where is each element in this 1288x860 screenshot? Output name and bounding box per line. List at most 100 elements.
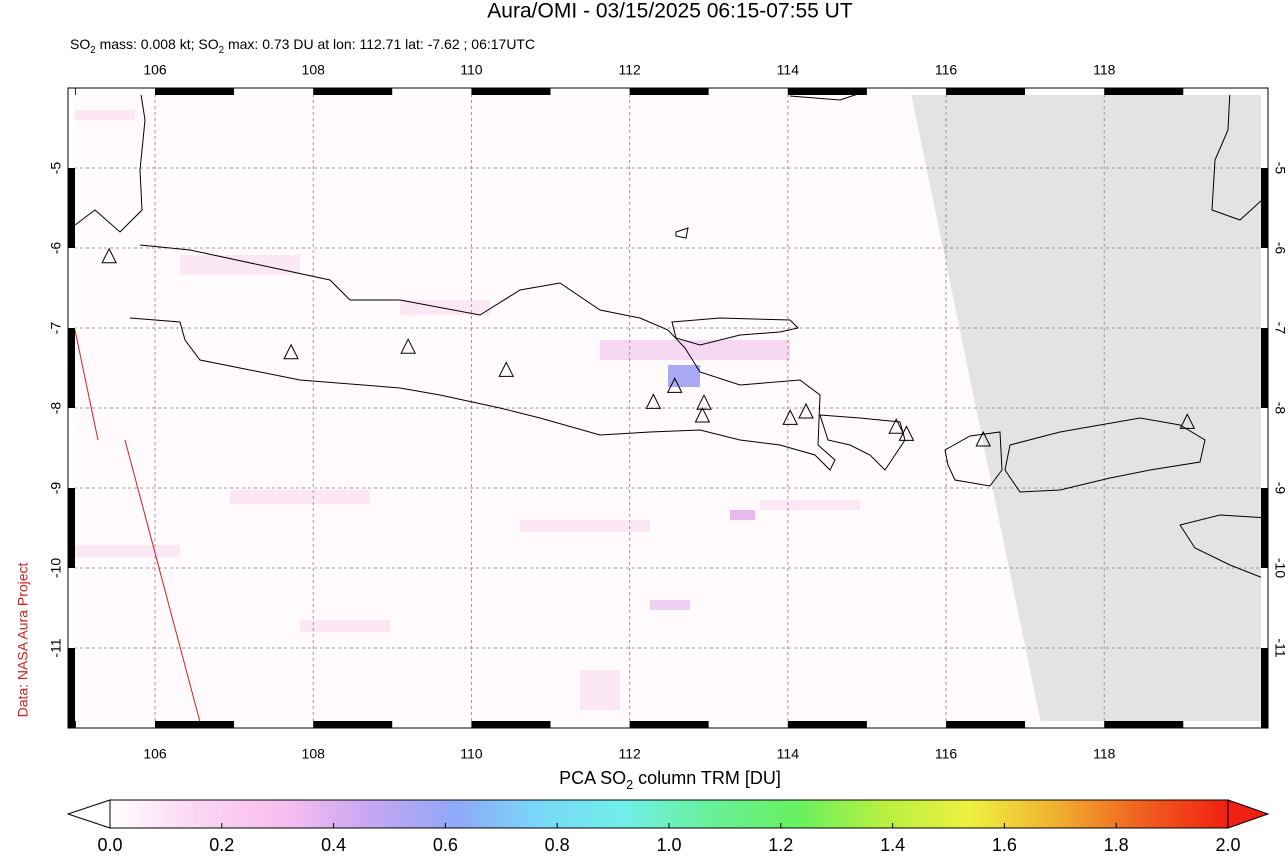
lat-tick-label: -6 — [1272, 242, 1288, 255]
text-part: mass: 0.008 kt; SO — [96, 36, 219, 52]
volcano — [283, 343, 299, 360]
frame-bar — [1261, 568, 1268, 648]
frame-bar — [392, 88, 472, 95]
frame-bar — [1025, 88, 1105, 95]
colorbar-tick-label: 2.0 — [1215, 835, 1240, 855]
frame-bar — [629, 88, 709, 95]
frame-bar — [68, 648, 75, 728]
lon-tick-label: 106 — [143, 62, 167, 78]
lat-tick-label: -7 — [1272, 322, 1288, 335]
map-frame — [67, 87, 1269, 729]
lat-tick-label: -5 — [1272, 162, 1288, 175]
frame-bar — [75, 721, 156, 728]
lon-tick-label: 116 — [935, 746, 958, 762]
frame-bar — [550, 88, 630, 95]
volcano — [798, 402, 814, 419]
lon-tick-label: 114 — [777, 62, 800, 78]
frame-bar — [68, 88, 75, 168]
lat-tick-label: -10 — [48, 558, 64, 578]
text-part: PCA SO — [559, 768, 626, 788]
frame-bar — [234, 721, 314, 728]
volcano — [696, 394, 712, 410]
colorbar-under — [66, 799, 111, 829]
lat-tick-label: -9 — [1272, 482, 1288, 495]
volcano — [400, 338, 416, 354]
frame-bar — [471, 88, 551, 95]
swath-edge — [74, 329, 99, 441]
volcano — [975, 430, 992, 447]
colorbar-tick-label: 0.2 — [209, 835, 234, 855]
frame-bar — [1025, 721, 1105, 728]
frame-bar — [75, 88, 156, 95]
lon-tick-label: 116 — [935, 62, 958, 78]
lon-tick-label: 112 — [618, 746, 641, 762]
frame-bar — [787, 88, 867, 95]
subscript: 2 — [219, 45, 224, 56]
frame-bar — [155, 721, 235, 728]
frame-bar — [1104, 721, 1184, 728]
colorbar-label: PCA SO2 column TRM [DU] — [559, 768, 781, 793]
frame-bar — [787, 721, 867, 728]
lon-tick-label: 118 — [1093, 62, 1116, 78]
frame-bar — [68, 328, 75, 408]
frame-bar — [313, 721, 393, 728]
frame-bar — [392, 721, 472, 728]
colorbar-tick-label: 1.4 — [880, 835, 905, 855]
graticule — [68, 88, 1268, 728]
lat-tick-label: -9 — [48, 482, 64, 495]
volcano — [898, 425, 915, 441]
lon-tick-label: 108 — [302, 746, 326, 762]
volcano — [782, 409, 799, 425]
volcano — [101, 247, 117, 264]
frame-bar — [155, 88, 235, 95]
colorbar-tick-label: 1.0 — [656, 835, 681, 855]
lon-tick-label: 118 — [1093, 746, 1116, 762]
text-part: max: 0.73 DU at lon: 112.71 lat: -7.62 ;… — [224, 36, 535, 52]
frame-bar — [471, 721, 551, 728]
title: Aura/OMI - 03/15/2025 06:15-07:55 UT — [487, 0, 853, 23]
volcanoes — [101, 247, 1196, 447]
volcano — [1179, 413, 1196, 429]
colorbar-tick-label: 1.2 — [768, 835, 793, 855]
frame-bar — [629, 721, 709, 728]
frame-bar — [68, 168, 75, 248]
volcano — [666, 377, 683, 393]
colorbar-ramp — [109, 799, 1229, 829]
lon-tick-label: 106 — [143, 746, 167, 762]
frame-bar — [1261, 488, 1268, 568]
subscript: 2 — [626, 778, 633, 792]
lat-tick-label: -8 — [1272, 402, 1288, 415]
frame-bar — [1104, 88, 1184, 95]
frame-bar — [866, 88, 947, 95]
lon-tick-label: 110 — [460, 746, 483, 762]
text-part: column TRM [DU] — [633, 768, 781, 788]
frame-bar — [68, 488, 75, 568]
frame-bar — [708, 88, 788, 95]
frame-bar — [550, 721, 630, 728]
volcano — [645, 393, 662, 409]
colorbar-tick-label: 0.6 — [433, 835, 458, 855]
colorbar-tick-label: 0.0 — [97, 835, 122, 855]
lat-tick-label: -11 — [48, 638, 64, 657]
frame-bar — [68, 408, 75, 488]
volcano — [498, 361, 515, 377]
text-part: SO — [70, 36, 90, 52]
lat-tick-label: -10 — [1272, 558, 1288, 578]
lon-tick-label: 110 — [460, 62, 483, 78]
lat-tick-label: -11 — [1272, 638, 1288, 657]
subtitle: SO2 mass: 0.008 kt; SO2 max: 0.73 DU at … — [70, 36, 535, 56]
colorbar-tick-label: 1.6 — [992, 835, 1017, 855]
frame-border — [67, 87, 1269, 729]
subscript: 2 — [90, 45, 95, 56]
frame-bar — [68, 568, 75, 648]
colorbar-tick-label: 0.8 — [545, 835, 570, 855]
lon-tick-label: 108 — [302, 62, 326, 78]
lat-tick-label: -8 — [48, 402, 64, 415]
frame-bar — [1261, 168, 1268, 248]
frame-bar — [1183, 721, 1263, 728]
frame-bar — [866, 721, 947, 728]
lon-tick-label: 112 — [618, 62, 641, 78]
axis-labels: 106 106 108 108 110 110 112 112 114 114 116 116 118 1… — [48, 62, 1288, 762]
frame-bar — [234, 88, 314, 95]
